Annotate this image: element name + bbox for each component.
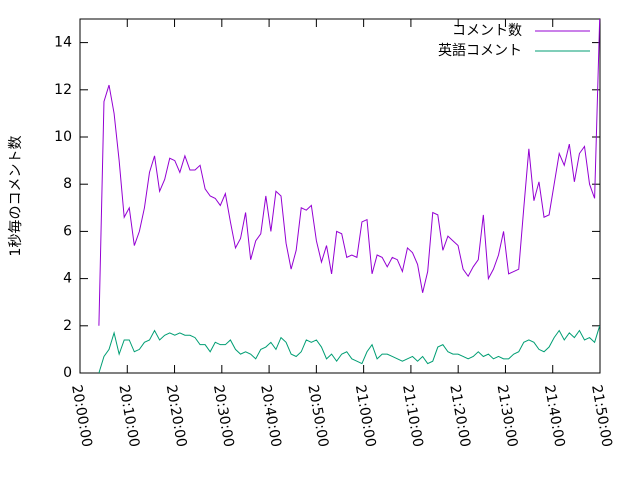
x-tick-label: 20:30:00	[210, 384, 237, 449]
x-tick-label: 20:40:00	[257, 384, 284, 449]
legend-label: コメント数	[452, 23, 522, 39]
y-tick-label: 8	[63, 176, 72, 192]
y-tick-label: 0	[63, 365, 72, 381]
series-line	[98, 18, 601, 326]
x-tick-label: 21:20:00	[446, 384, 473, 449]
x-tick-label: 21:30:00	[494, 384, 521, 449]
legend-label: 英語コメント	[438, 42, 522, 59]
series-line	[98, 325, 601, 374]
plot-frame	[79, 18, 601, 374]
x-tick-label: 21:40:00	[541, 384, 568, 449]
x-tick-label: 20:20:00	[163, 384, 190, 449]
x-tick-label: 21:00:00	[352, 384, 379, 449]
x-tick-label: 21:10:00	[399, 384, 426, 449]
y-tick-label: 6	[63, 223, 72, 239]
y-tick-label: 12	[54, 82, 72, 98]
y-tick-label: 14	[54, 35, 72, 51]
x-tick-label: 20:10:00	[115, 384, 142, 449]
y-tick-label: 10	[54, 129, 72, 145]
y-tick-label: 4	[63, 271, 72, 287]
y-axis-label: 1秒毎のコメント数	[8, 136, 24, 257]
x-tick-label: 20:50:00	[304, 384, 331, 449]
x-tick-label: 20:00:00	[68, 384, 95, 449]
y-tick-label: 2	[63, 318, 72, 334]
x-tick-label: 21:50:00	[588, 384, 615, 449]
